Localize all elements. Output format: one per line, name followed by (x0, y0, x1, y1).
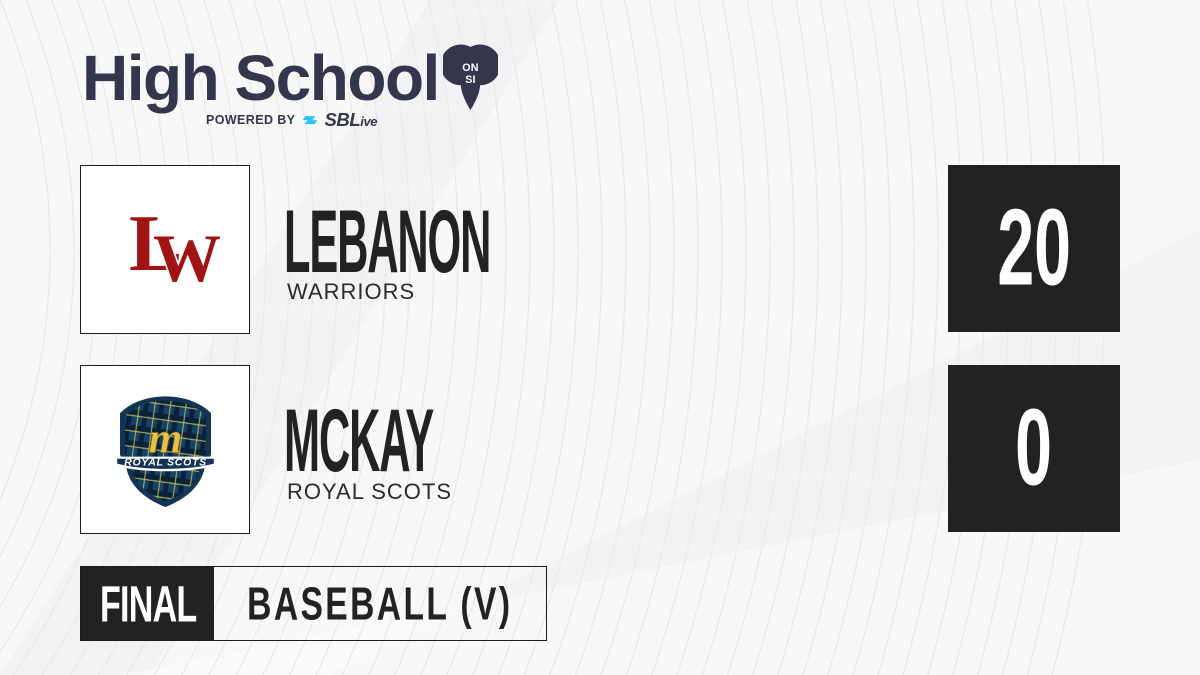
svg-text:ON: ON (462, 62, 479, 74)
svg-text:SI: SI (465, 74, 476, 86)
svg-text:m: m (149, 414, 183, 462)
svg-text:ROYAL SCOTS: ROYAL SCOTS (124, 457, 207, 469)
svg-text:High School: High School (82, 42, 439, 114)
svg-text:W: W (153, 220, 221, 296)
